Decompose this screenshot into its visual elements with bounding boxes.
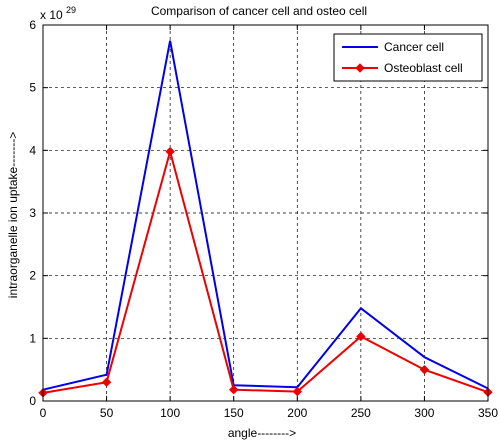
y-tick-label: 4 — [29, 143, 36, 157]
series-layer — [38, 40, 493, 398]
x-tick-label: 50 — [100, 406, 114, 420]
legend-label: Osteoblast cell — [384, 61, 463, 75]
x-tick-label: 0 — [40, 406, 47, 420]
legend: Cancer cell Osteoblast cell — [333, 33, 483, 82]
legend-marker — [355, 63, 365, 73]
x-tick-label: 200 — [287, 406, 307, 420]
y-tick-label: 5 — [29, 81, 36, 95]
legend-box — [333, 33, 483, 82]
data-point-marker — [356, 331, 366, 342]
x-tick-label: 150 — [224, 406, 244, 420]
x-tick-label: 300 — [414, 406, 434, 420]
y-axis-label: intraorganelle ion uptake-------> — [6, 132, 20, 298]
series-line-1 — [42, 40, 489, 391]
data-point-marker — [165, 146, 175, 157]
series-line-2 — [42, 147, 489, 394]
multiplier-base: x 10 — [40, 8, 63, 22]
data-point-marker — [292, 386, 302, 397]
y-tick-label: 0 — [29, 394, 36, 408]
y-tick-label: 6 — [29, 18, 36, 32]
y-tick-label: 3 — [29, 206, 36, 220]
y-tick-label: 2 — [29, 269, 36, 283]
data-point-marker — [101, 377, 112, 387]
x-tick-label: 250 — [351, 406, 371, 420]
x-tick-label: 350 — [478, 406, 498, 420]
data-point-marker — [419, 364, 430, 375]
y-axis-multiplier: x 10 29 — [40, 5, 76, 22]
x-axis-label: angle--------> — [228, 426, 296, 440]
chart-title: Comparison of cancer cell and osteo cell — [151, 4, 367, 18]
axis-ticks: 0 50 100 150 200 250 300 350 0 1 2 3 4 5 6 — [29, 18, 498, 420]
legend-label: Cancer cell — [384, 40, 444, 54]
y-tick-label: 1 — [29, 331, 36, 345]
multiplier-exponent: 29 — [66, 5, 76, 15]
x-tick-label: 100 — [160, 406, 180, 420]
grid-lines — [43, 25, 488, 401]
data-point-marker — [229, 385, 239, 395]
